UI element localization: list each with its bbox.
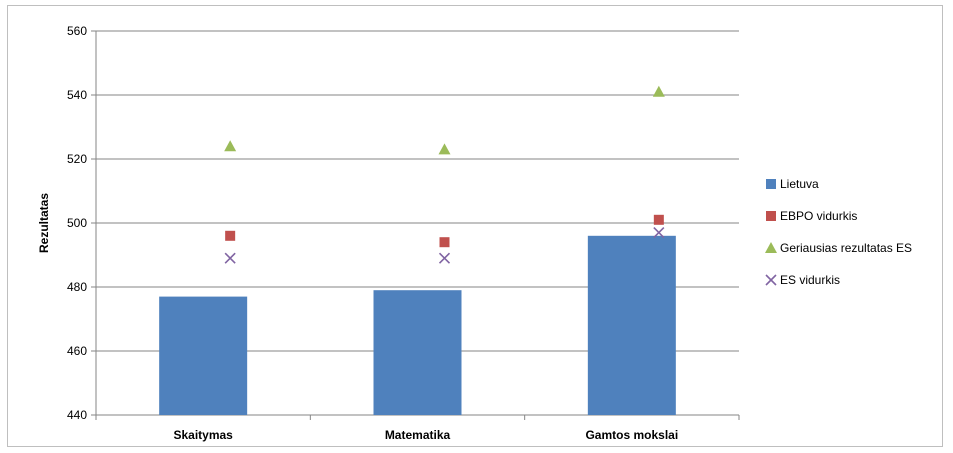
legend-label: Lietuva (780, 177, 819, 191)
marker-geriausias-rezultatas-es (224, 140, 237, 152)
chart-svg: 440 460 480 500 520 540 560 Skaitymas Matematik… (37, 24, 912, 442)
category-label: Matematika (385, 428, 451, 442)
marker-ebpo-vidurkis (653, 214, 664, 225)
y-tick-label: 440 (67, 408, 87, 422)
bars (159, 235, 676, 415)
legend-item: ES vidurkis (765, 273, 840, 287)
legend-item: EBPO vidurkis (766, 209, 857, 223)
bar-lietuva (159, 296, 248, 415)
legend-key (766, 179, 776, 189)
y-tick-labels: 440 460 480 500 520 540 560 (67, 24, 96, 422)
legend-label: EBPO vidurkis (780, 209, 857, 223)
legend-item: Lietuva (766, 177, 819, 191)
marker-es-vidurkis (438, 252, 451, 264)
marker-ebpo-vidurkis (225, 230, 236, 241)
marker-es-vidurkis (653, 227, 665, 239)
marker-geriausias-rezultatas-es (438, 143, 451, 155)
legend-label: ES vidurkis (780, 273, 840, 287)
y-axis-title: Rezultatas (37, 193, 51, 253)
legend-key (765, 274, 777, 286)
legend-label: Geriausias rezultatas ES (780, 241, 912, 255)
y-tick-label: 480 (67, 280, 87, 294)
bar-lietuva (373, 290, 462, 415)
y-tick-label: 520 (67, 152, 87, 166)
marker-geriausias-rezultatas-es (652, 85, 665, 97)
y-tick-label: 460 (67, 344, 87, 358)
marker-ebpo-vidurkis (439, 237, 450, 248)
category-labels: Skaitymas Matematika Gamtos mokslai (95, 415, 740, 442)
legend: Lietuva EBPO vidurkis Geriausias rezultata… (765, 177, 912, 287)
markers (224, 85, 665, 264)
legend-key (765, 242, 777, 253)
category-label: Skaitymas (173, 428, 233, 442)
legend-item: Geriausias rezultatas ES (765, 241, 912, 255)
chart-frame: 440 460 480 500 520 540 560 Skaitymas Matematik… (7, 5, 943, 447)
legend-key (766, 211, 776, 221)
y-tick-label: 500 (67, 216, 87, 230)
y-tick-label: 560 (67, 24, 87, 38)
y-tick-label: 540 (67, 88, 87, 102)
category-label: Gamtos mokslai (585, 428, 678, 442)
bar-lietuva (587, 235, 676, 415)
marker-es-vidurkis (224, 252, 236, 264)
